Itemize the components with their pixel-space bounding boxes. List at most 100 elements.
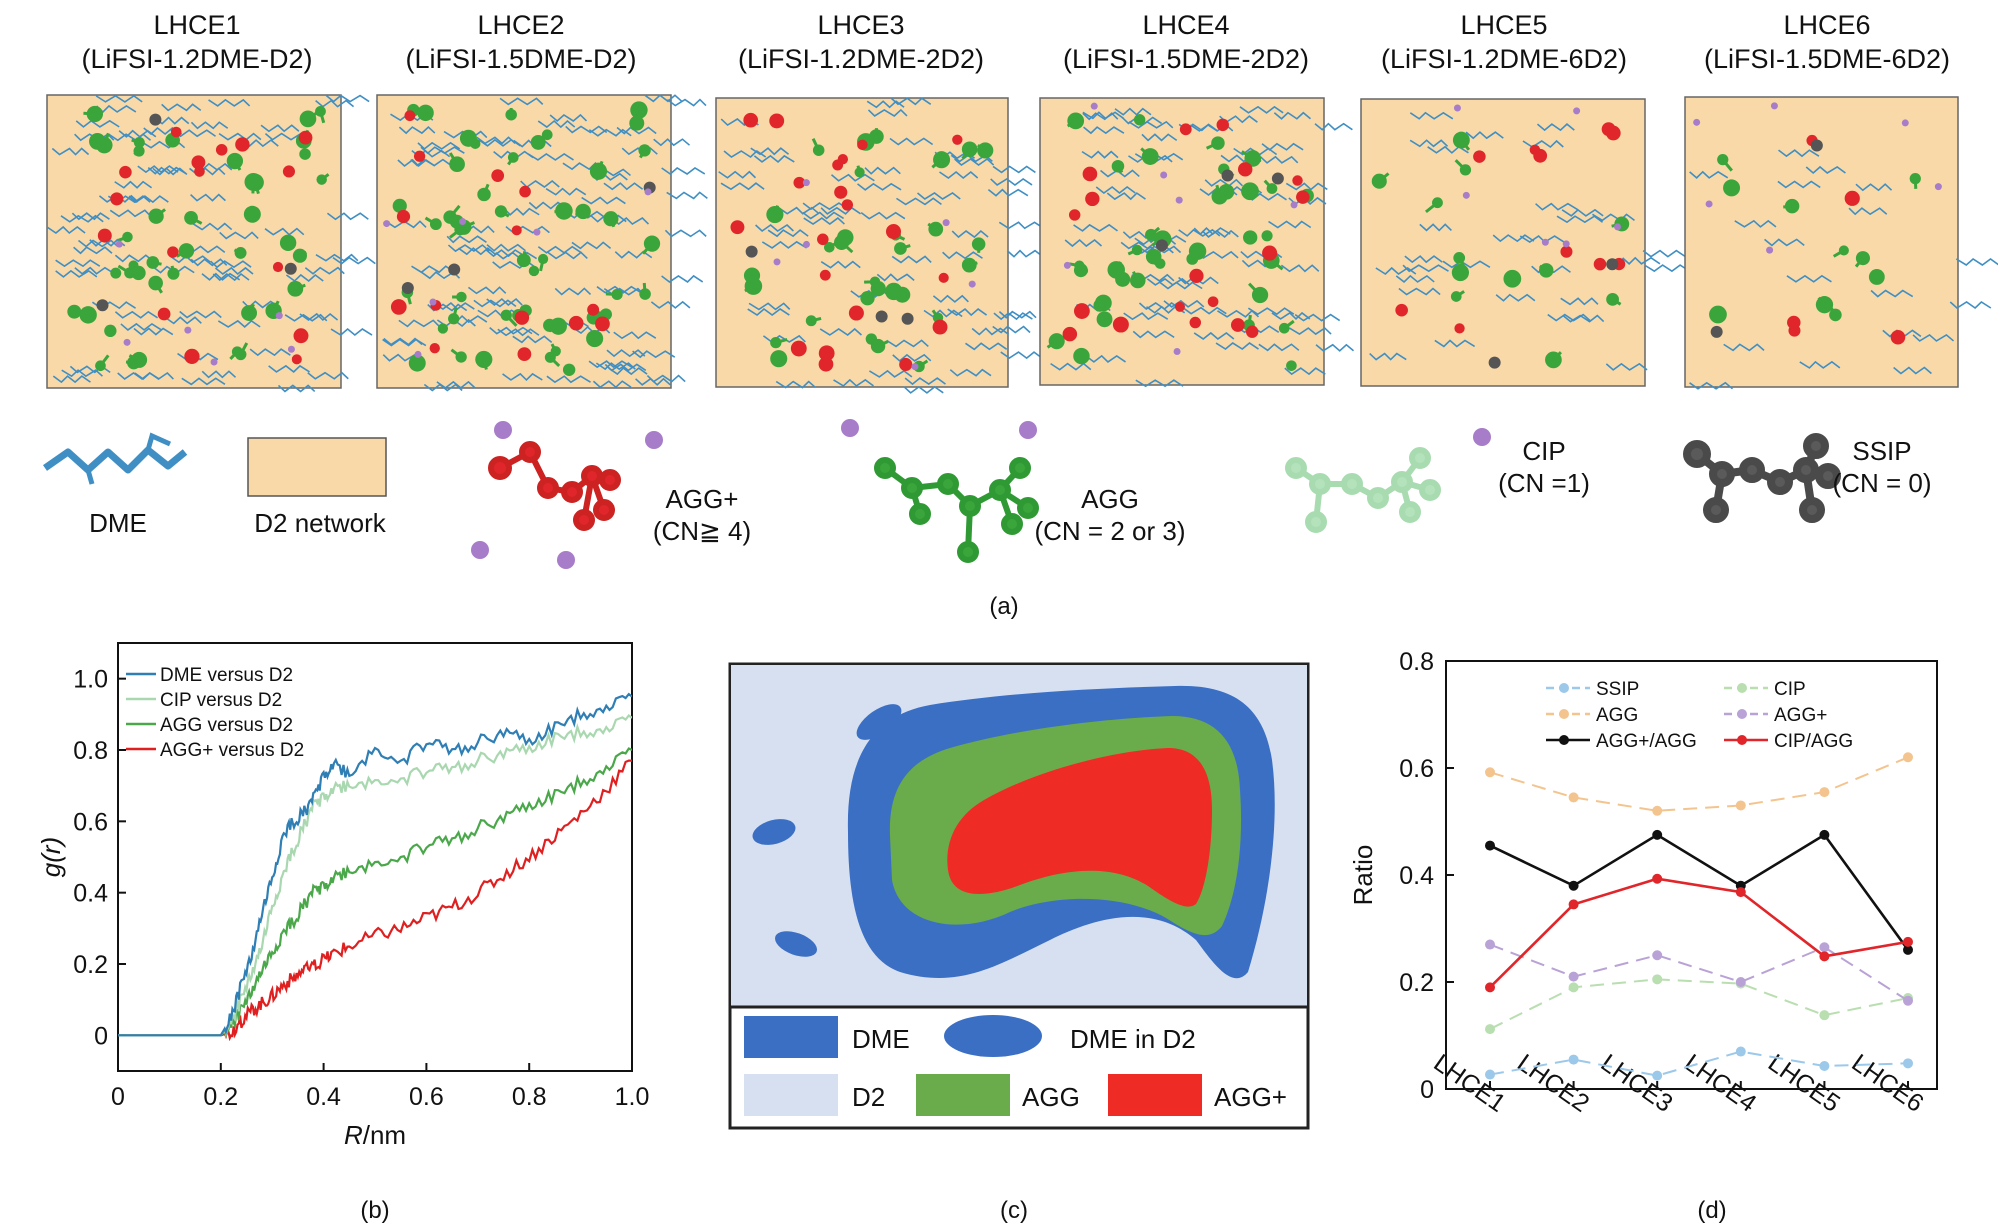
dme-molecule	[1734, 219, 1777, 228]
ssip-molecule	[1271, 172, 1284, 185]
dme-molecule	[114, 254, 154, 263]
li-ion	[802, 179, 810, 187]
dme-molecule	[1848, 207, 1888, 216]
dme-molecule	[876, 273, 915, 282]
legend-d-label: AGG+	[1774, 705, 1827, 726]
agg-bond	[1241, 150, 1254, 160]
agg-bond	[1245, 183, 1252, 192]
li-ion	[942, 219, 950, 227]
agg-bond	[1114, 261, 1123, 271]
agg-bond	[1196, 250, 1203, 258]
data-point-agg-	[1568, 971, 1579, 982]
series-line-agg-versus-d2	[118, 759, 632, 1042]
dme-molecule	[486, 243, 526, 252]
dme-molecule	[164, 316, 202, 325]
dme-molecule	[447, 244, 490, 253]
legend-cip-label: CIP	[1522, 436, 1565, 466]
agg-bond	[1132, 270, 1140, 282]
dme-molecule	[608, 367, 648, 376]
agg-bond	[1454, 159, 1467, 171]
dme-molecule	[1050, 362, 1092, 371]
legend-c-d2-label: D2	[852, 1082, 885, 1112]
agg-bond	[175, 249, 188, 258]
agg-bond	[233, 248, 242, 255]
ssip-molecule	[901, 312, 914, 325]
ssip-molecule	[1488, 356, 1501, 369]
dme-in-d2-droplet	[774, 931, 818, 957]
agg-bond	[522, 251, 527, 261]
dme-molecule	[192, 222, 233, 231]
aggplus-cluster	[1262, 245, 1278, 261]
dme-molecule	[503, 207, 540, 216]
agg-bond	[1188, 258, 1194, 264]
dme-molecule	[152, 167, 188, 176]
chart-d-ylabel: Ratio	[1348, 845, 1378, 906]
aggplus-cluster	[396, 209, 411, 224]
cip-molecule-icon	[1285, 447, 1441, 533]
li-ion	[911, 363, 919, 371]
dme-molecule	[1369, 352, 1407, 361]
li-ion	[1290, 201, 1298, 209]
series-line-agg-versus-d2	[118, 747, 632, 1040]
ssip-molecule	[401, 282, 414, 295]
aggplus-cluster	[1395, 303, 1408, 317]
agg-bond	[810, 316, 822, 323]
agg-bond	[247, 303, 255, 314]
dme-molecule	[1182, 306, 1227, 315]
box-title-4: LHCE4	[1142, 10, 1229, 40]
chart-d-axes: 0 0.2 0.4 0.6 0.8 LHCE1 LHCE2 LHCE3 LHCE4 LHCE5 LH…	[1399, 648, 1928, 1118]
dme-molecule	[497, 328, 540, 337]
data-point-agg-	[1735, 977, 1746, 987]
agg-bond	[450, 348, 463, 359]
dme-molecule	[947, 308, 988, 317]
aggplus-cluster	[952, 134, 963, 145]
aggplus-cluster	[1890, 329, 1906, 345]
agg-cluster	[505, 108, 517, 121]
dme-molecule	[1193, 331, 1235, 340]
dme-molecule	[1955, 257, 1998, 266]
dme-molecule	[325, 94, 370, 103]
dme-molecule	[588, 128, 632, 137]
dme-molecule	[489, 326, 533, 335]
agg-bond	[1287, 361, 1293, 367]
aggplus-cluster	[1787, 315, 1801, 330]
panel-c-schematic: DME DME in D2 D2 AGG AGG+ (c)	[728, 662, 1310, 1224]
dme-molecule	[75, 119, 120, 128]
agg-bond	[239, 342, 249, 356]
dme-molecule	[315, 253, 359, 262]
dme-molecule	[1261, 142, 1304, 151]
agg-bond	[597, 160, 604, 172]
agg-cluster	[1067, 112, 1085, 130]
dme-molecule	[1217, 309, 1260, 318]
panel-b-caption: (b)	[360, 1197, 389, 1224]
box-title-1: LHCE1	[153, 10, 240, 40]
y-tick-label: 0.4	[73, 880, 108, 908]
agg-bond	[455, 220, 467, 232]
agg-cluster	[417, 104, 434, 122]
aggplus-cluster	[517, 347, 532, 361]
agg-bond	[977, 143, 987, 152]
aggplus-cluster	[1593, 257, 1607, 271]
dme-molecule	[214, 266, 254, 276]
agg-bond	[405, 291, 412, 305]
dme-molecule	[1855, 183, 1893, 192]
data-point-ssip	[1735, 1046, 1746, 1057]
dme-molecule	[1949, 300, 1992, 310]
aggplus-cluster	[293, 328, 309, 344]
x-tick-label: 1.0	[615, 1083, 650, 1111]
dme-molecule	[332, 256, 376, 265]
dme-molecule	[219, 231, 259, 240]
panel-a-caption: (a)	[989, 593, 1018, 620]
aggplus-cluster	[1560, 245, 1573, 258]
dme-molecule	[1085, 354, 1126, 363]
legend-d-label: AGG	[1596, 705, 1638, 726]
dme-molecule	[592, 380, 632, 389]
dme-molecule	[217, 319, 261, 328]
dme-molecule	[1522, 139, 1564, 149]
dme-molecule	[284, 313, 328, 322]
dme-molecule	[1204, 178, 1244, 187]
agg-bond	[448, 204, 461, 219]
aggplus-cluster	[848, 305, 864, 321]
dme-molecule	[1398, 287, 1441, 296]
aggplus-cluster	[790, 340, 807, 357]
